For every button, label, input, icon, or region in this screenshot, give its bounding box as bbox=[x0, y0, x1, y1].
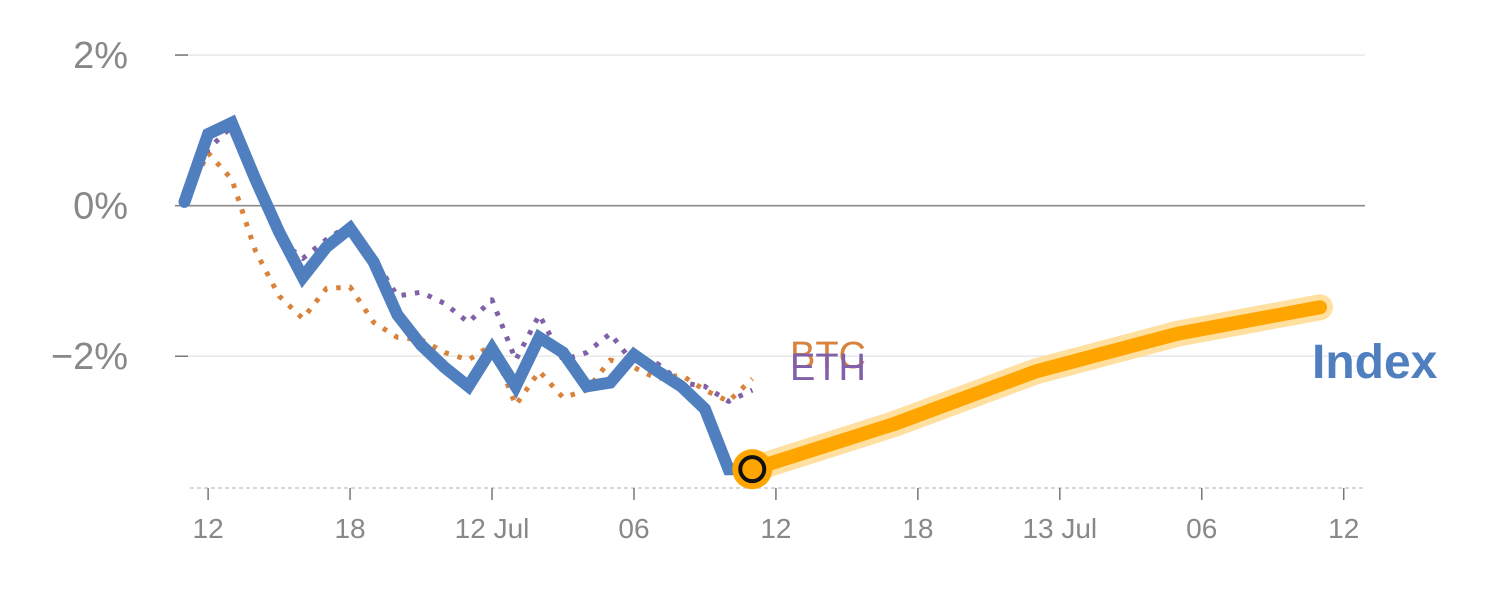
x-tick-label: 12 bbox=[1328, 513, 1359, 544]
x-axis: 12 18 12 Jul 06 12 18 13 Jul 06 12 bbox=[190, 487, 1365, 544]
x-tick-label: 13 Jul bbox=[1022, 513, 1097, 544]
index-series-label: Index bbox=[1312, 336, 1438, 389]
x-tick-label: 18 bbox=[902, 513, 933, 544]
series bbox=[178, 114, 1333, 483]
projection-line bbox=[745, 300, 1327, 477]
btc-series-label: BTC bbox=[790, 335, 866, 377]
x-tick-label: 12 Jul bbox=[455, 513, 530, 544]
x-tick-label: 06 bbox=[1186, 513, 1217, 544]
eth-line bbox=[182, 124, 754, 404]
y-tick-label: 0% bbox=[73, 186, 128, 228]
labels: BTC ETH Index bbox=[790, 335, 1438, 389]
x-tick-label: 12 bbox=[193, 513, 224, 544]
eth-series-label: ETH bbox=[790, 347, 866, 389]
y-tick-label: 2% bbox=[73, 35, 128, 77]
x-tick-label: 18 bbox=[334, 513, 365, 544]
btc-line bbox=[182, 150, 755, 408]
current-marker bbox=[732, 449, 773, 490]
y-tick-label: −2% bbox=[51, 336, 128, 378]
x-tick-label: 06 bbox=[618, 513, 649, 544]
x-tick-label: 12 bbox=[760, 513, 791, 544]
index-line bbox=[178, 114, 759, 476]
gridlines: 2% 0% −2% bbox=[51, 35, 1365, 378]
marker-dot bbox=[738, 455, 767, 484]
